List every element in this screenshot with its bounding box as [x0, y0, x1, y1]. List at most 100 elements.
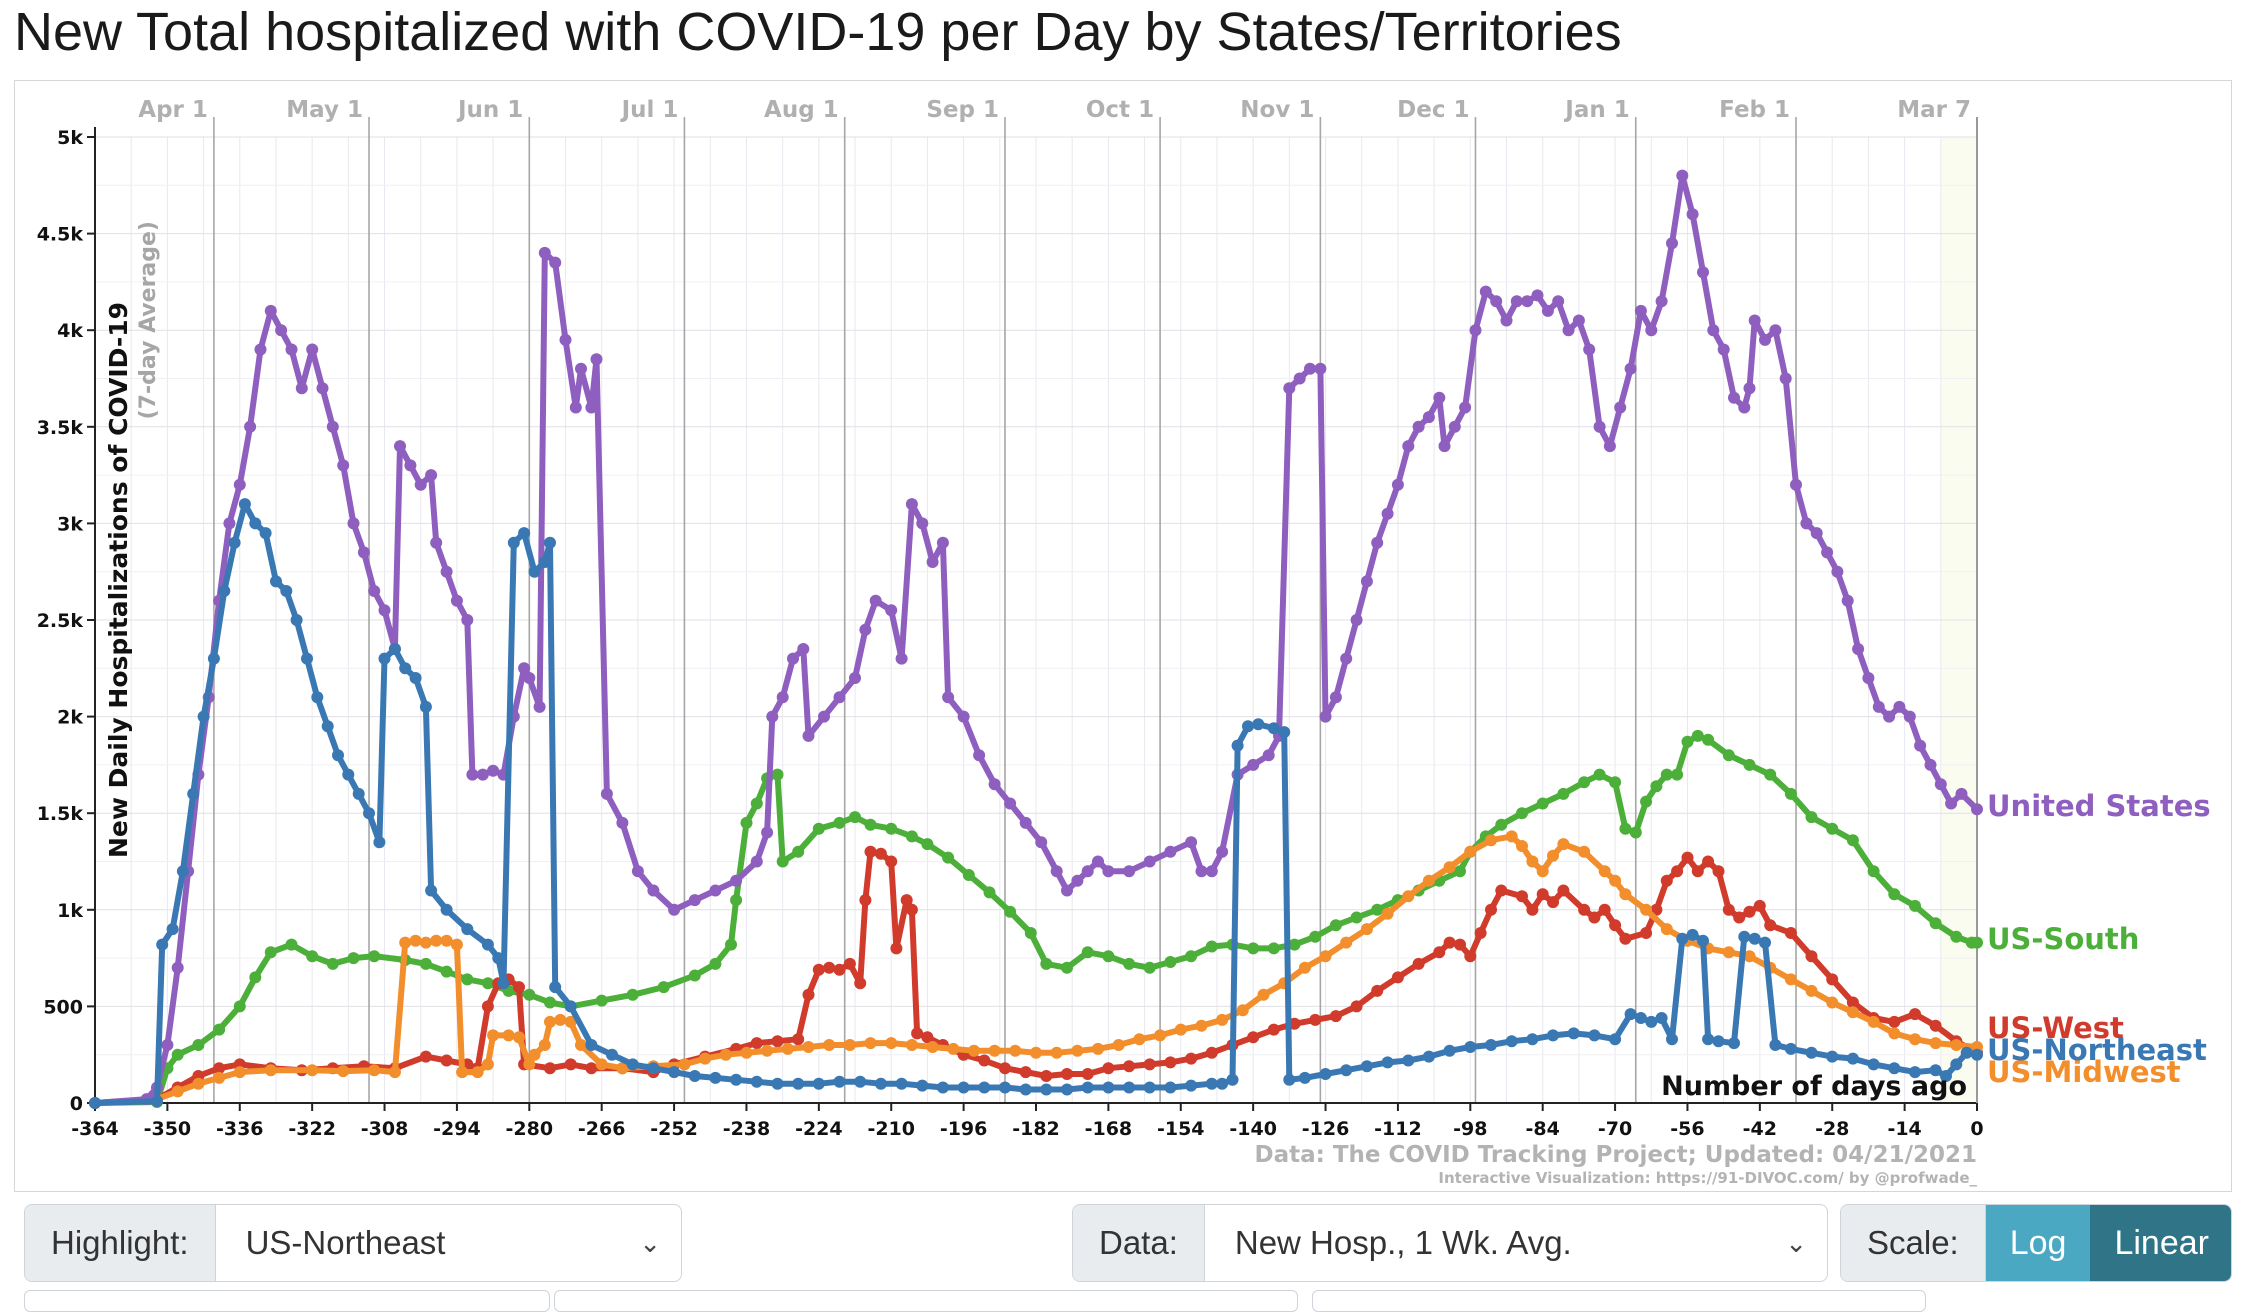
chevron-down-icon: ⌄	[1785, 1227, 1807, 1258]
data-point-us-south	[750, 797, 763, 810]
data-point-us-northeast	[750, 1075, 763, 1088]
data-point-us-midwest	[1050, 1046, 1063, 1059]
data-point-us-northeast	[1567, 1027, 1580, 1040]
y-tick-label: 500	[43, 996, 83, 1018]
data-point-united-states	[1521, 295, 1534, 308]
data-point-united-states	[1541, 304, 1554, 317]
data-point-us-northeast	[89, 1097, 101, 1109]
data-point-us-northeast	[1040, 1083, 1053, 1096]
data-point-us-south	[730, 894, 743, 907]
data-point-us-midwest	[523, 1058, 536, 1071]
scale-log-button[interactable]: Log	[1985, 1205, 2091, 1281]
data-point-us-northeast	[1950, 1058, 1963, 1071]
data-point-us-northeast	[290, 614, 303, 626]
x-tick-label: -14	[1887, 1118, 1921, 1140]
data-point-us-northeast	[812, 1077, 825, 1090]
data-point-us-south	[1350, 911, 1363, 924]
data-point-us-northeast	[1226, 1073, 1239, 1086]
data-point-united-states	[1914, 739, 1927, 752]
control-stub	[554, 1290, 1298, 1312]
data-point-united-states	[802, 729, 815, 742]
data-point-united-states	[1205, 865, 1218, 878]
data-point-us-west	[1929, 1019, 1942, 1032]
data-point-united-states	[1469, 324, 1482, 337]
data-point-us-west	[1019, 1066, 1032, 1079]
data-point-us-midwest	[1422, 874, 1435, 887]
data-point-united-states	[1479, 285, 1492, 298]
data-point-us-south	[1846, 834, 1859, 847]
data-point-us-northeast	[492, 952, 505, 965]
data-point-us-west	[1123, 1060, 1136, 1073]
data-point-united-states	[1841, 594, 1854, 607]
highlight-label: Highlight:	[25, 1205, 216, 1281]
data-point-us-northeast	[1123, 1081, 1136, 1094]
data-point-us-south	[833, 816, 846, 829]
data-point-us-northeast	[1728, 1037, 1740, 1050]
data-point-us-northeast	[1960, 1046, 1973, 1059]
x-tick-label: -42	[1743, 1118, 1777, 1140]
data-point-us-northeast	[1697, 934, 1709, 947]
data-point-united-states	[575, 362, 587, 375]
data-point-us-south	[1061, 961, 1073, 974]
data-point-us-northeast	[187, 787, 200, 800]
data-point-us-midwest	[1598, 865, 1611, 878]
data-point-us-midwest	[1009, 1044, 1022, 1057]
data-point-us-west	[1329, 1010, 1342, 1023]
data-select[interactable]: New Hosp., 1 Wk. Avg. ⌄	[1205, 1205, 1827, 1281]
data-point-us-midwest	[1619, 888, 1632, 901]
data-point-us-northeast	[528, 565, 541, 578]
data-point-us-midwest	[1443, 861, 1456, 874]
data-point-us-midwest	[1722, 946, 1735, 959]
data-point-us-west	[1691, 865, 1704, 878]
data-point-us-midwest	[1950, 1039, 1963, 1051]
month-label: May 1	[286, 97, 363, 123]
data-point-us-northeast	[1216, 1077, 1229, 1090]
data-point-united-states	[1350, 614, 1363, 626]
data-point-us-west	[900, 894, 913, 907]
data-point-us-west	[1598, 903, 1611, 916]
data-point-united-states	[1510, 295, 1523, 308]
data-point-us-midwest	[264, 1064, 277, 1077]
data-point-us-northeast	[373, 836, 386, 849]
data-point-united-states	[1304, 362, 1316, 375]
data-point-us-south	[1609, 776, 1622, 789]
x-tick-label: -84	[1526, 1118, 1560, 1140]
data-point-united-states	[347, 517, 360, 530]
x-tick-label: -266	[578, 1118, 626, 1140]
data-point-united-states	[244, 420, 257, 433]
data-point-us-northeast	[538, 556, 551, 568]
highlight-select[interactable]: US-Northeast ⌄	[216, 1205, 681, 1281]
data-point-us-northeast	[585, 1039, 598, 1051]
x-tick-label: -350	[144, 1118, 192, 1140]
data-point-us-south	[885, 822, 898, 835]
data-point-us-south	[776, 855, 789, 868]
data-point-us-northeast	[709, 1071, 722, 1084]
data-point-us-northeast	[228, 536, 241, 549]
data-point-united-states	[688, 894, 701, 907]
data-point-united-states	[254, 343, 267, 356]
data-point-united-states	[1676, 169, 1689, 182]
y-tick-label: 0	[70, 1093, 83, 1115]
data-point-us-midwest	[1298, 961, 1311, 974]
data-point-us-northeast	[1061, 1083, 1073, 1096]
data-point-us-midwest	[1236, 1004, 1249, 1017]
data-point-us-west	[564, 1058, 577, 1071]
data-point-us-northeast	[1143, 1081, 1156, 1094]
data-point-us-south	[1691, 729, 1704, 742]
data-point-us-west	[1464, 950, 1477, 963]
data-point-us-west	[213, 1062, 226, 1075]
data-point-united-states	[616, 816, 629, 829]
data-point-us-midwest	[575, 1039, 587, 1051]
x-tick-label: -168	[1085, 1118, 1133, 1140]
data-point-united-states	[1019, 816, 1032, 829]
data-point-us-west	[1846, 996, 1859, 1009]
data-point-united-states	[1624, 362, 1637, 375]
series-label-united-states: United States	[1987, 789, 2211, 823]
data-point-united-states	[668, 903, 681, 916]
data-point-us-midwest	[926, 1041, 939, 1053]
scale-linear-button[interactable]: Linear	[2090, 1205, 2231, 1281]
data-point-united-states	[1903, 710, 1916, 723]
x-tick-label: -70	[1598, 1118, 1632, 1140]
data-point-united-states	[1821, 546, 1834, 559]
data-point-us-midwest	[1660, 923, 1673, 936]
